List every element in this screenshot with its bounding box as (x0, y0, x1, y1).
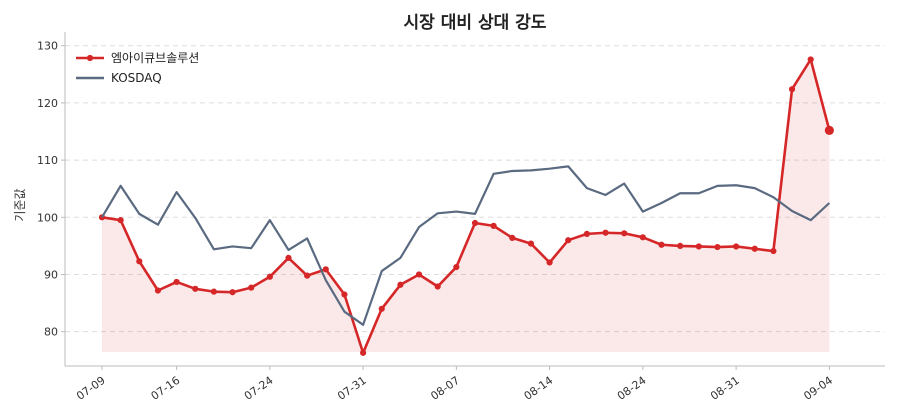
index-series-line (101, 165, 831, 326)
x-tick-label: 08-31 (708, 374, 742, 403)
stock-data-point (341, 291, 348, 298)
y-tick-label: 120 (37, 97, 58, 110)
x-tick-label: 08-07 (428, 374, 462, 403)
stock-data-point (304, 272, 311, 279)
stock-data-point (788, 86, 796, 93)
stock-data-point (192, 285, 199, 292)
y-tick-label: 110 (37, 154, 58, 167)
stock-data-point (658, 241, 665, 248)
stock-data-point (248, 284, 255, 291)
y-axis-label: 기준값 (13, 188, 27, 221)
area-layer (102, 59, 830, 353)
stock-data-point (770, 247, 777, 255)
axes-layer (61, 32, 885, 370)
stock-data-point (173, 278, 180, 286)
stock-data-point (453, 263, 460, 271)
stock-data-point (229, 289, 236, 296)
stock-data-point (751, 245, 758, 252)
x-tick-label: 08-14 (522, 374, 556, 403)
stock-data-point (621, 230, 628, 237)
stock-data-point (509, 234, 516, 241)
stock-data-point (733, 243, 740, 250)
series-layer (98, 56, 834, 356)
legend-marker (86, 54, 94, 62)
legend-label: 엠아이큐브솔루션 (111, 51, 199, 65)
y-tick-label: 100 (37, 211, 58, 224)
stock-data-point (546, 259, 553, 266)
stock-data-point (360, 349, 367, 356)
stock-data-point (154, 287, 162, 294)
chart-title: 시장 대비 상대 강도 (404, 13, 547, 33)
stock-series-line (101, 58, 831, 355)
stock-data-point (714, 243, 721, 251)
stock-data-point (490, 222, 497, 229)
x-tick-label: 09-04 (801, 374, 835, 403)
stock-data-point (824, 125, 834, 135)
stock-data-point (210, 288, 217, 295)
stock-data-point (583, 230, 591, 237)
stock-data-point (565, 237, 572, 244)
x-tick-label: 07-09 (74, 374, 108, 403)
y-tick-label: 90 (44, 268, 58, 281)
series-area-fill (102, 59, 830, 353)
stock-data-point (285, 254, 292, 262)
legend: 엠아이큐브솔루션 KOSDAQ (76, 51, 199, 85)
y-tick-label: 130 (37, 40, 58, 53)
stock-data-point (415, 271, 423, 278)
stock-data-point (322, 266, 329, 273)
stock-data-point (471, 219, 479, 227)
stock-data-point (639, 234, 646, 241)
x-tick-label: 07-16 (149, 374, 183, 403)
x-tick-label: 07-24 (242, 374, 276, 403)
stock-data-point (677, 242, 684, 249)
stock-data-point (695, 243, 702, 250)
stock-data-point (807, 56, 814, 63)
x-tick-label: 07-31 (335, 374, 369, 403)
stock-data-point (117, 217, 124, 224)
legend-label: KOSDAQ (111, 71, 162, 85)
grid-layer (65, 45, 885, 333)
stock-data-point (434, 283, 441, 290)
stock-data-point (397, 281, 404, 288)
stock-data-point (527, 240, 535, 247)
stock-data-point (136, 258, 143, 265)
stock-data-point (266, 273, 273, 280)
x-tick-label: 08-24 (615, 374, 649, 403)
stock-data-point (378, 305, 385, 312)
y-tick-label: 80 (44, 326, 58, 339)
stock-data-point (602, 229, 609, 236)
